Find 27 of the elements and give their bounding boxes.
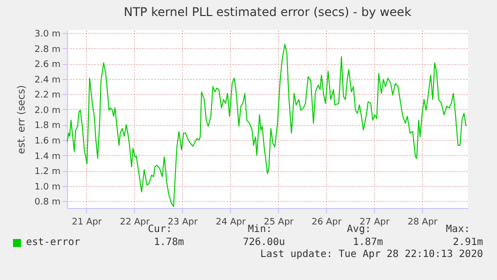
x-tick-label: 21 Apr (72, 218, 102, 228)
y-tick-label: 0.8 m (34, 198, 60, 208)
y-tick-label: 2.4 m (34, 75, 60, 86)
y-tick-label: 1.2 m (34, 167, 60, 178)
text: Max: (446, 224, 470, 236)
y-axis-title: est. err (secs) (16, 84, 28, 154)
x-tick-label: 26 Apr (312, 218, 342, 228)
chart-title: NTP kernel PLL estimated error (secs) - by week (124, 5, 412, 20)
y-tick-label: 2.0 m (34, 106, 60, 116)
line-series (67, 44, 466, 207)
y-tick-label: 2.8 m (34, 44, 60, 55)
text: 1.78m (154, 237, 184, 249)
y-tick-label: 1.8 m (34, 121, 60, 132)
y-tick-label: 1.4 m (34, 152, 60, 162)
y-tick-label: 1.0 m (34, 182, 60, 192)
legend-label: est-error (26, 237, 80, 249)
y-tick-label: 2.2 m (34, 90, 60, 101)
text: 1.87m (352, 237, 383, 249)
y-tick-label: 1.6 m (34, 136, 60, 147)
text: 2.91m (452, 237, 483, 249)
y-tick-label: 2.6 m (34, 60, 60, 70)
x-tick-label: 22 Apr (120, 218, 150, 228)
y-tick-label: 3.0 m (34, 30, 60, 40)
x-tick-label: 24 Apr (216, 218, 246, 228)
text: Last update: Tue Apr 28 22:10:13 2020 (260, 249, 483, 261)
text: 726.00u (242, 237, 285, 249)
x-tick-label: 28 Apr (408, 218, 438, 228)
